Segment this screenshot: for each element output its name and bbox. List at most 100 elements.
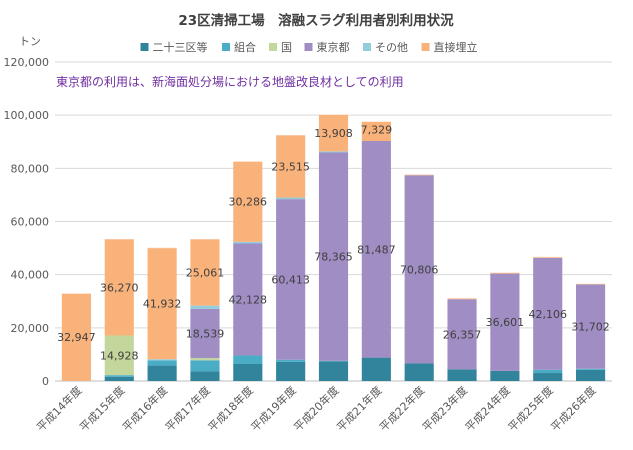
bar-segment	[190, 239, 220, 306]
y-tick-label: 40,000	[11, 269, 50, 282]
bar-segment	[404, 363, 434, 381]
bar-segment	[490, 273, 520, 371]
data-label: 78,365	[314, 251, 353, 264]
bar-segment	[490, 272, 520, 274]
x-tick-label: 平成22年度	[376, 383, 427, 434]
data-label: 13,908	[314, 127, 353, 140]
bar-segment	[233, 243, 263, 356]
bar-segment	[147, 359, 177, 361]
bar-segment	[404, 175, 434, 364]
bar-segment	[104, 335, 134, 376]
bar-segment	[361, 140, 391, 358]
legend-swatch	[421, 43, 430, 51]
data-labels: 32,947 36,270 14,928 41,932 25,061 18,539 30,2…	[57, 124, 610, 363]
data-label: 60,413	[271, 273, 310, 286]
x-tick-label: 平成23年度	[419, 383, 470, 434]
bar-segment	[233, 161, 263, 242]
chart-annotation: 東京都の利用は、新海面処分場における地盤改良材としての利用	[56, 74, 404, 89]
x-tick-label: 平成14年度	[34, 383, 85, 434]
x-tick-label: 平成17年度	[162, 383, 213, 434]
bar-segment	[104, 239, 134, 336]
data-label: 14,928	[100, 349, 139, 362]
bar-segment	[190, 371, 220, 381]
bar-segment	[318, 152, 349, 361]
data-label: 26,357	[443, 328, 482, 341]
data-label: 18,539	[186, 327, 225, 340]
bar-segment	[233, 363, 263, 381]
data-label: 42,106	[528, 308, 567, 321]
bar-segment	[233, 355, 263, 364]
bar-segment	[490, 370, 520, 381]
bar-segment	[533, 373, 563, 381]
bar-segment	[318, 151, 349, 153]
x-tick-label: 平成25年度	[505, 383, 556, 434]
bar-segment	[318, 114, 349, 152]
data-label: 30,286	[229, 196, 268, 209]
legend-swatch	[140, 43, 149, 51]
legend-swatch	[304, 43, 313, 51]
data-label: 25,061	[186, 266, 225, 279]
data-label: 42,128	[229, 293, 268, 306]
bar-segment	[147, 365, 177, 381]
bar-segment	[318, 360, 349, 362]
legend-swatch	[363, 43, 371, 51]
data-label: 31,702	[571, 321, 610, 334]
y-tick-label: 80,000	[11, 162, 50, 175]
x-axis: 平成14年度平成15年度平成16年度平成17年度平成18年度平成19年度平成20…	[34, 383, 599, 434]
legend-label: 直接埋立	[434, 40, 478, 54]
data-label: 70,806	[400, 263, 439, 276]
bar-segment	[276, 361, 306, 381]
y-axis-unit-label: トン	[19, 35, 41, 48]
y-tick-label: 100,000	[4, 109, 50, 122]
bar-segment	[147, 360, 177, 366]
bar-segment	[447, 298, 477, 300]
x-tick-label: 平成21年度	[334, 383, 385, 434]
bar-segment	[147, 247, 177, 360]
bar-segment	[276, 359, 306, 362]
bar-segment	[276, 199, 306, 360]
x-tick-label: 平成20年度	[291, 383, 342, 434]
data-label: 36,601	[486, 316, 525, 329]
bar-segment	[104, 375, 134, 377]
bar-segment	[190, 360, 220, 372]
legend-label: 国	[281, 41, 292, 54]
data-label: 36,270	[100, 281, 139, 294]
legend-swatch	[269, 43, 277, 51]
legend: 二十三区等 組合 国 東京都 その他 直接埋立	[140, 40, 478, 54]
y-tick-label: 0	[42, 375, 49, 388]
x-tick-label: 平成26年度	[548, 383, 599, 434]
y-axis: 0 20,000 40,000 60,000 80,000 100,000 120,000	[4, 56, 50, 388]
data-label: 81,487	[357, 243, 396, 256]
data-label: 41,932	[143, 297, 182, 310]
y-tick-label: 60,000	[11, 216, 50, 229]
data-label: 7,329	[361, 124, 393, 137]
bar-segment	[190, 358, 220, 361]
bar-segment	[61, 293, 91, 381]
bar-segment	[533, 257, 563, 370]
data-label: 23,515	[271, 160, 310, 173]
bar-segment	[190, 308, 220, 359]
bar-segment	[233, 241, 263, 244]
legend-label: 二十三区等	[153, 40, 208, 54]
bar-segment	[447, 299, 477, 370]
x-tick-label: 平成24年度	[462, 383, 513, 434]
x-tick-label: 平成15年度	[76, 383, 127, 434]
bar-segment	[447, 369, 477, 381]
x-tick-label: 平成19年度	[248, 383, 299, 434]
bar-segment	[576, 368, 606, 370]
bar-segment	[361, 357, 391, 381]
x-tick-label: 平成18年度	[205, 383, 256, 434]
bar-segment	[104, 376, 134, 381]
bar-segment	[576, 369, 606, 381]
bar-segment	[361, 121, 391, 141]
bar-segment	[276, 135, 306, 198]
y-tick-label: 20,000	[11, 322, 50, 335]
bar-segment	[190, 305, 220, 309]
bars	[61, 113, 606, 381]
x-tick-label: 平成16年度	[119, 383, 170, 434]
bar-segment	[533, 256, 563, 258]
bar-segment	[533, 369, 563, 374]
bar-segment	[276, 197, 306, 200]
legend-swatch	[222, 43, 230, 51]
